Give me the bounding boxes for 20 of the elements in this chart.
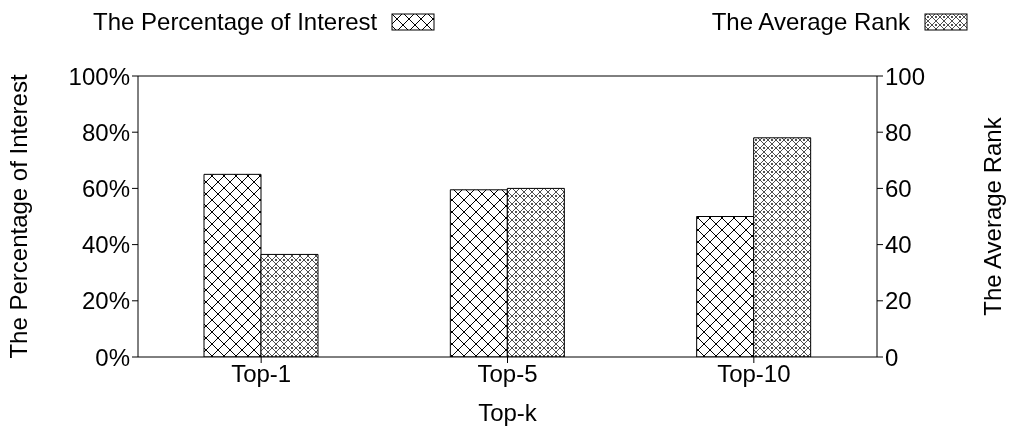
y-tick-label: 40% — [81, 231, 130, 259]
y2-axis-title: The Average Rank — [978, 116, 1006, 316]
y-tick-label: 80% — [81, 118, 130, 146]
y-tick-label: 20% — [81, 287, 130, 315]
y-tick-label: 60% — [81, 174, 130, 202]
x-tick-label: Top-1 — [231, 360, 292, 388]
y2-tick-label: 100 — [885, 62, 926, 90]
y-axis-title: The Percentage of Interest — [4, 74, 32, 359]
y2-tick-label: 0 — [885, 343, 899, 371]
legend-label: The Percentage of Interest — [93, 8, 378, 36]
x-axis-title: Top-k — [478, 399, 538, 426]
legend-label: The Average Rank — [711, 8, 910, 36]
y-tick-label: 100% — [68, 62, 130, 90]
y2-tick-label: 80 — [885, 118, 912, 146]
x-tick-label: Top-5 — [477, 360, 538, 388]
x-tick-label: Top-10 — [717, 360, 791, 388]
y-tick-label: 0% — [95, 343, 130, 371]
y2-tick-label: 20 — [885, 287, 912, 315]
y2-tick-label: 60 — [885, 174, 912, 202]
y2-tick-label: 40 — [885, 231, 912, 259]
